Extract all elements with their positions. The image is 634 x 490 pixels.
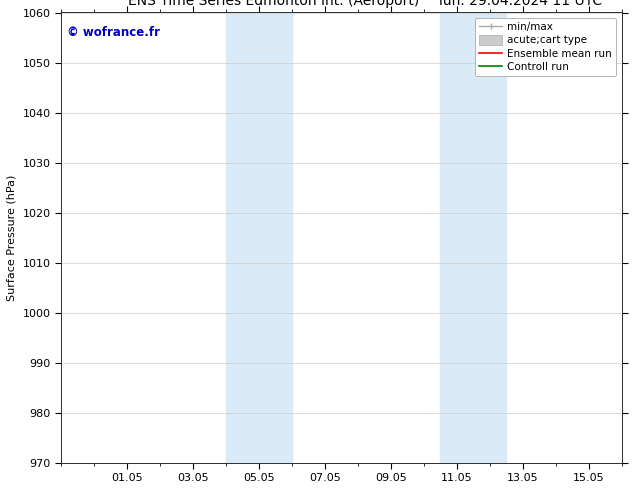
Y-axis label: Surface Pressure (hPa): Surface Pressure (hPa) — [7, 174, 17, 301]
Text: lun. 29.04.2024 11 UTC: lun. 29.04.2024 11 UTC — [439, 0, 602, 8]
Bar — [473, 13, 506, 463]
Legend: min/max, acute;cart type, Ensemble mean run, Controll run: min/max, acute;cart type, Ensemble mean … — [475, 18, 616, 76]
Text: © wofrance.fr: © wofrance.fr — [67, 26, 160, 39]
Bar — [440, 13, 473, 463]
Bar — [259, 13, 292, 463]
Bar — [226, 13, 259, 463]
Text: ENS Time Series Edmonton Int. (Aéroport): ENS Time Series Edmonton Int. (Aéroport) — [129, 0, 420, 8]
